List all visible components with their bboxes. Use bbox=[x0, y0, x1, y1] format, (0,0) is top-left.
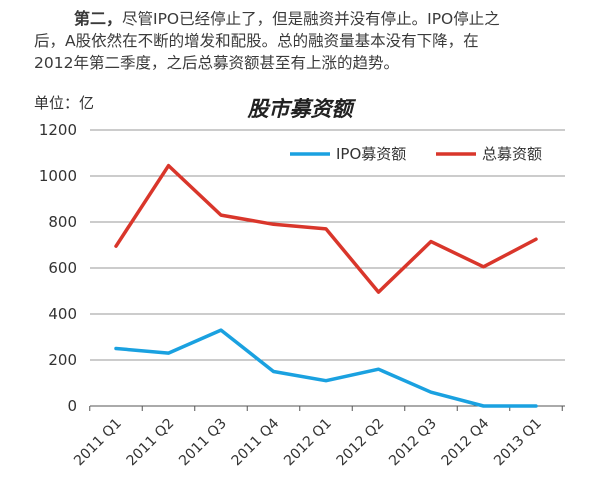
intro-line-2: 后，A股依然在不断的增发和配股。总的融资量基本没有下降，在 bbox=[34, 32, 479, 50]
y-axis: 0 200 400 600 800 1000 1200 bbox=[39, 121, 77, 415]
legend: IPO募资额 总募资额 bbox=[290, 145, 542, 163]
x-tick-label: 2011 Q4 bbox=[229, 415, 283, 469]
series-lines bbox=[114, 163, 538, 408]
intro-line-1: 第二，尽管IPO已经停止了，但是融资并没有停止。IPO停止之 bbox=[34, 8, 586, 30]
y-tick-label: 600 bbox=[48, 259, 77, 277]
legend-label: 总募资额 bbox=[482, 145, 542, 163]
chart-title: 股市募资额 bbox=[247, 97, 357, 121]
y-tick-label: 200 bbox=[48, 351, 77, 369]
y-tick-label: 0 bbox=[67, 397, 77, 415]
x-tick-label: 2013 Q1 bbox=[491, 416, 545, 470]
intro-line-1-text: 尽管IPO已经停止了，但是融资并没有停止。IPO停止之 bbox=[122, 10, 500, 28]
y-tick-label: 400 bbox=[48, 305, 77, 323]
x-tick-label: 2011 Q2 bbox=[124, 416, 178, 470]
intro-line-3: 2012年第二季度，之后总募资额甚至有上涨的趋势。 bbox=[34, 54, 399, 72]
legend-label: IPO募资额 bbox=[336, 145, 406, 163]
x-tick-label: 2012 Q2 bbox=[334, 416, 388, 470]
grid-lines bbox=[90, 129, 565, 361]
x-tick-label: 2012 Q3 bbox=[386, 416, 440, 470]
x-tick-label: 2012 Q1 bbox=[281, 416, 335, 470]
x-tick-label: 2011 Q3 bbox=[176, 416, 230, 470]
unit-label: 单位：亿 bbox=[34, 94, 94, 112]
y-tick-label: 1000 bbox=[39, 167, 77, 185]
series-line bbox=[114, 163, 538, 294]
x-tick-label: 2012 Q4 bbox=[439, 415, 493, 469]
series-line bbox=[114, 328, 538, 408]
x-tick-label: 2011 Q1 bbox=[71, 416, 125, 470]
intro-paragraph: 第二，尽管IPO已经停止了，但是融资并没有停止。IPO停止之 后，A股依然在不断… bbox=[34, 8, 586, 74]
y-tick-label: 1200 bbox=[39, 121, 77, 139]
line-chart: 单位：亿 股市募资额 0 200 400 600 800 1000 1200 2011 Q1… bbox=[34, 94, 565, 470]
intro-lead: 第二， bbox=[74, 9, 123, 28]
y-tick-label: 800 bbox=[48, 213, 77, 231]
